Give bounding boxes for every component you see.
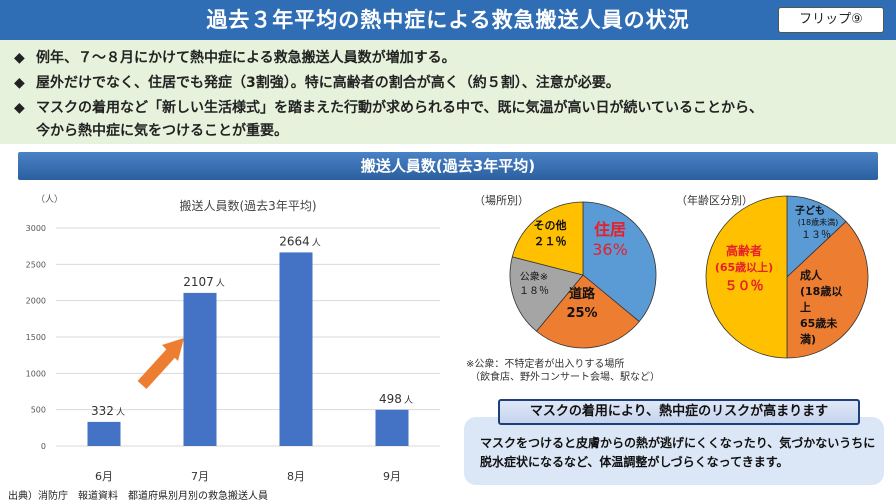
data-label: 332 人 [91,404,125,418]
slice-value-public: １８％ [519,286,549,297]
public-note-line-1: ※公衆：不特定者が出入りする場所 [466,359,625,370]
age-slice [786,195,847,278]
chart-title: 搬送人員数(過去3年平均) [180,198,317,213]
slice-value-other: ２１％ [534,235,567,248]
x-tick-label: 7月 [191,470,209,483]
bar [87,421,121,446]
slice-value-elderly: ５０％ [724,279,763,294]
pie-title-location: （場所別） [474,194,529,207]
bullet-continuation: 今から熱中症に気をつけることが重要。 [36,123,288,139]
data-label: 2664 人 [279,234,321,248]
arrow-shaft [137,347,177,390]
pie-title-age: （年齢区分別） [676,194,753,207]
y-axis-label: （人） [36,194,63,205]
slice-label-adult: 65歳未 [800,316,838,330]
location-slice [582,201,657,323]
slice-label-adult: (18歳以 [800,284,842,298]
slice-label-adult: 成人 [800,268,823,282]
section-band: 搬送人員数(過去3年平均) [18,152,878,180]
header-bar: 過去３年平均の熱中症による救急搬送人員の状況 [0,0,896,40]
diamond-icon: ◆ [14,75,25,91]
bar [183,292,217,446]
bullet-text: 例年、７～８月にかけて熱中症による救急搬送人員数が増加する。 [36,50,456,66]
location-slice [509,256,584,332]
slice-name-public: 公衆※ [520,270,548,283]
page-title: 過去３年平均の熱中症による救急搬送人員の状況 [206,8,690,32]
age-slice [705,195,788,359]
y-tick-label: 500 [31,406,46,415]
slice-name-other: その他 [534,218,567,232]
slice-name-child: 子ども [795,204,825,217]
mask-info-box [464,417,884,485]
y-tick-label: 3000 [26,224,46,233]
bullet-item-3: ◆ マスクの着用など「新しい生活様式」を踏まえた行動が求められる中で、既に気温が高… [14,97,763,117]
slice-name-road: 道路 [569,286,596,302]
slice-label-adult: 満) [800,332,816,346]
slice-value-home: 36% [592,240,628,259]
data-label: 2107 人 [183,275,225,289]
slice-sub-child: (18歳未満) [798,217,838,227]
mask-text: マスクをつけると皮膚からの熱が逃げにくくなったり、気づかないうちに脱水症状になる… [480,436,876,469]
slice-name-home: 住居 [594,220,626,239]
x-tick-label: 6月 [95,470,113,483]
y-tick-label: 2000 [26,297,46,306]
source-note: 出典）消防庁 報道資料 都道府県別月別の救急搬送人員 [8,491,268,502]
flip-label: フリップ⑨ [778,7,884,33]
diamond-icon: ◆ [14,50,25,66]
diamond-icon: ◆ [14,100,25,116]
x-tick-label: 8月 [287,470,305,483]
y-tick-label: 1000 [26,369,46,378]
slice-label-adult: 上 [800,300,811,314]
public-note-line-2: （飲食店、野外コンサート会場、駅など） [470,372,660,383]
arrow-head [162,338,184,361]
slice-value-road: 25% [566,306,597,321]
x-tick-label: 9月 [383,470,401,483]
data-label: 498 人 [379,392,413,406]
bar-chart: （人） 搬送人員数(過去3年平均) 0 500 1000 1500 2000 2500 3000… [26,194,440,483]
bullet-item-2: ◆ 屋外だけでなく、住居でも発症（3割強）。特に高齢者の割合が高く（約５割）、注意… [14,72,620,92]
slice-value-child: １３％ [801,230,831,241]
y-tick-label: 0 [41,442,46,451]
age-slice [786,220,869,359]
slice-sub-elderly: (65歳以上) [715,260,773,274]
y-tick-label: 1500 [26,333,46,342]
bar [279,252,313,446]
bullet-item-1: ◆ 例年、７～８月にかけて熱中症による救急搬送人員数が増加する。 [14,47,456,67]
bullet-text: マスクの着用など「新しい生活様式」を踏まえた行動が求められる中で、既に気温が高い… [36,100,764,116]
bar [375,409,409,446]
y-tick-label: 2500 [26,260,46,269]
slice-name-elderly: 高齢者 [726,243,762,258]
mask-title: マスクの着用により、熱中症のリスクが高まります [498,399,860,425]
location-slice [511,201,584,276]
location-slice [535,274,640,349]
bullet-panel: ◆ 例年、７～８月にかけて熱中症による救急搬送人員数が増加する。 ◆ 屋外だけでなく… [0,40,896,144]
growth-arrow [137,338,184,390]
bullet-text: 屋外だけでなく、住居でも発症（3割強）。特に高齢者の割合が高く（約５割）、注意が… [36,75,620,91]
section-title: 搬送人員数(過去3年平均) [360,157,536,175]
